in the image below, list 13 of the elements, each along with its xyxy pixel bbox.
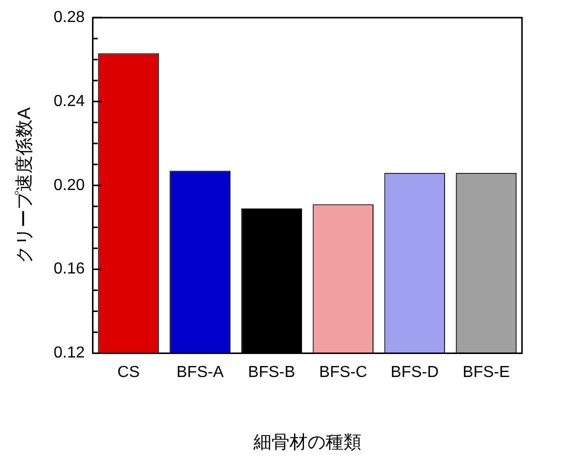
x-tick-label: BFS-A xyxy=(176,364,224,382)
y-tick-label: 0.12 xyxy=(54,344,85,362)
x-tick-label: BFS-C xyxy=(319,364,368,382)
x-axis-title: 細骨材の種類 xyxy=(252,432,362,452)
y-tick-label: 0.24 xyxy=(54,92,85,110)
x-tick-label: BFS-B xyxy=(248,364,296,382)
y-tick-label: 0.28 xyxy=(54,9,85,26)
y-tick-label: 0.20 xyxy=(54,176,85,194)
x-tick-label: CS xyxy=(117,364,140,382)
y-tick-label: 0.16 xyxy=(54,260,85,278)
x-tick-label: BFS-E xyxy=(462,364,510,382)
x-tick-label: BFS-D xyxy=(390,364,439,382)
y-axis-title: クリープ速度係数A xyxy=(14,107,34,264)
